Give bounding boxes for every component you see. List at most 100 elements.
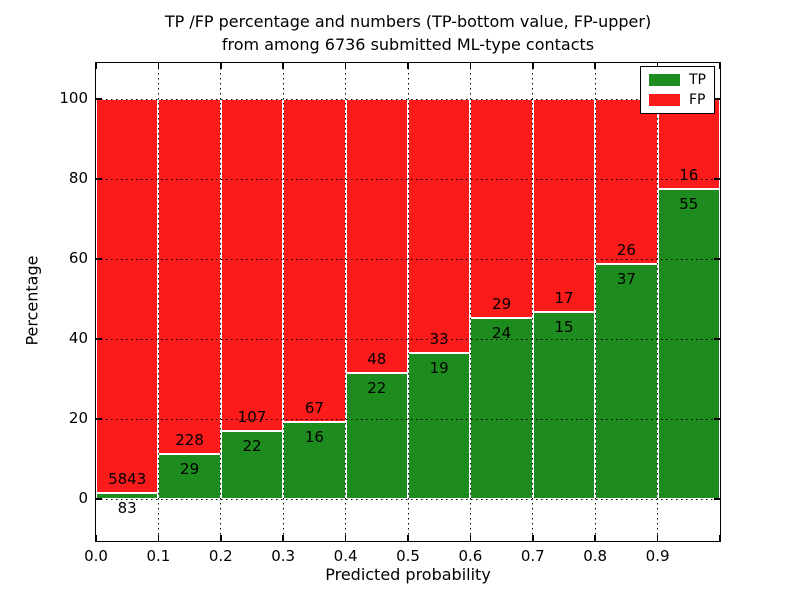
bar-count-tp-1: 29 [180,459,200,478]
x-tick-bottom-10 [719,535,721,541]
x-tick-top-4 [344,63,347,69]
x-tick-top-6 [469,63,472,69]
gridline-v-1 [157,63,159,541]
gridline-v-4 [345,63,347,541]
bar-segment-fp-6 [470,99,533,318]
plot-area: 5843 83 228 29 107 22 67 16 48 22 33 19 29 24 17 15 26 37… [59,62,721,565]
x-tick-bottom-0 [95,535,97,541]
bar-segment-fp-5 [408,99,471,353]
bar-count-tp-9: 55 [679,195,699,214]
bar-count-tp-2: 22 [242,436,262,455]
bar-count-fp-5: 33 [429,329,449,348]
x-tick-bottom-9 [656,535,659,541]
y-tick-label-80: 80 [68,169,88,187]
x-tick-top-2 [220,63,222,69]
y-tick-label-60: 60 [68,249,88,267]
bar-count-tp-3: 16 [304,427,324,446]
bar-segment-fp-3 [283,99,346,422]
bar-segment-fp-8 [595,99,658,265]
bar-count-tp-7: 15 [554,317,574,336]
x-tick-top-3 [282,63,284,69]
bar-segment-tp-4 [345,373,408,499]
x-tick-label-0.6: 0.6 [458,547,483,565]
y-tick-left-80 [96,178,102,180]
bar-segment-fp-0 [96,99,159,494]
legend-swatch-fp-icon [649,94,680,106]
y-tick-right-40 [714,338,720,340]
x-tick-top-8 [594,63,596,69]
bar-segment-fp-4 [345,99,408,374]
x-tick-bottom-4 [344,535,347,541]
x-tick-bottom-5 [407,535,409,541]
bar-count-fp-8: 26 [616,241,636,260]
x-tick-bottom-1 [157,535,160,541]
bar-count-fp-9: 16 [679,166,699,185]
x-tick-bottom-3 [282,535,284,541]
chart-title-line1: TP /FP percentage and numbers (TP-bottom… [164,12,652,31]
legend-item-tp: TP [649,73,706,87]
bar-segment-tp-7 [532,311,596,499]
legend-item-fp: FP [649,93,706,107]
y-tick-label-40: 40 [68,329,88,347]
bar-segment-tp-6 [470,317,533,499]
bar-segment-fp-9 [657,99,720,190]
y-tick-left-60 [96,258,102,260]
bar-count-fp-1: 228 [175,430,204,449]
x-tick-label-0.0: 0.0 [84,547,108,565]
x-tick-label-0.1: 0.1 [146,547,171,565]
bar-count-fp-6: 29 [492,294,512,313]
gridline-v-5 [407,63,409,541]
x-tick-bottom-6 [469,535,472,541]
y-tick-label-100: 100 [59,89,88,107]
bar-count-tp-0: 83 [117,499,137,518]
y-tick-label-20: 20 [68,409,88,427]
gridline-v-7 [532,63,534,541]
x-tick-top-7 [532,63,534,69]
bar-count-fp-7: 17 [554,288,574,307]
x-tick-label-0.2: 0.2 [208,547,233,565]
bar-segment-tp-8 [595,264,658,499]
x-tick-bottom-2 [220,535,222,541]
bar-count-tp-4: 22 [367,379,387,398]
bar-segment-tp-5 [408,352,471,499]
y-tick-left-40 [96,338,102,340]
x-tick-top-5 [407,63,409,69]
bar-count-tp-5: 19 [429,358,449,377]
gridline-v-3 [282,63,284,541]
bar-count-tp-8: 37 [616,270,636,289]
bar-count-fp-0: 5843 [108,470,147,489]
x-tick-label-0.3: 0.3 [271,547,296,565]
bar-segment-tp-1 [158,453,221,499]
y-tick-left-0 [96,498,102,500]
x-tick-bottom-7 [532,535,534,541]
gridline-v-6 [469,63,471,541]
x-tick-bottom-8 [594,535,596,541]
y-tick-label-0: 0 [78,489,88,507]
y-tick-right-100 [714,98,720,100]
bar-segment-fp-1 [158,99,221,454]
y-tick-left-20 [96,418,102,420]
x-tick-top-10 [719,63,721,69]
x-tick-label-0.8: 0.8 [583,547,608,565]
bar-segment-fp-7 [532,99,596,312]
x-tick-top-1 [157,63,160,69]
x-axis-label: Predicted probability [325,565,491,584]
y-tick-right-80 [714,178,720,180]
legend-label-fp: FP [689,92,706,108]
bar-segment-tp-9 [657,189,720,499]
legend-label-tp: TP [689,72,706,88]
bar-segment-tp-0 [96,493,159,499]
chart-title-line2: from among 6736 submitted ML-type contac… [221,35,595,54]
x-tick-label-0.4: 0.4 [333,547,358,565]
bar-count-fp-3: 67 [304,398,324,417]
chart-title: TP /FP percentage and numbers (TP-bottom… [96,10,720,56]
y-tick-left-100 [96,98,102,100]
gridline-v-8 [594,63,596,541]
legend-swatch-tp-icon [649,74,680,86]
gridline-v-9 [657,63,659,541]
x-tick-label-0.5: 0.5 [396,547,420,565]
bar-segment-tp-2 [220,430,284,499]
y-tick-right-0 [714,498,720,500]
y-tick-right-60 [714,258,720,260]
bar-count-fp-4: 48 [367,350,387,369]
